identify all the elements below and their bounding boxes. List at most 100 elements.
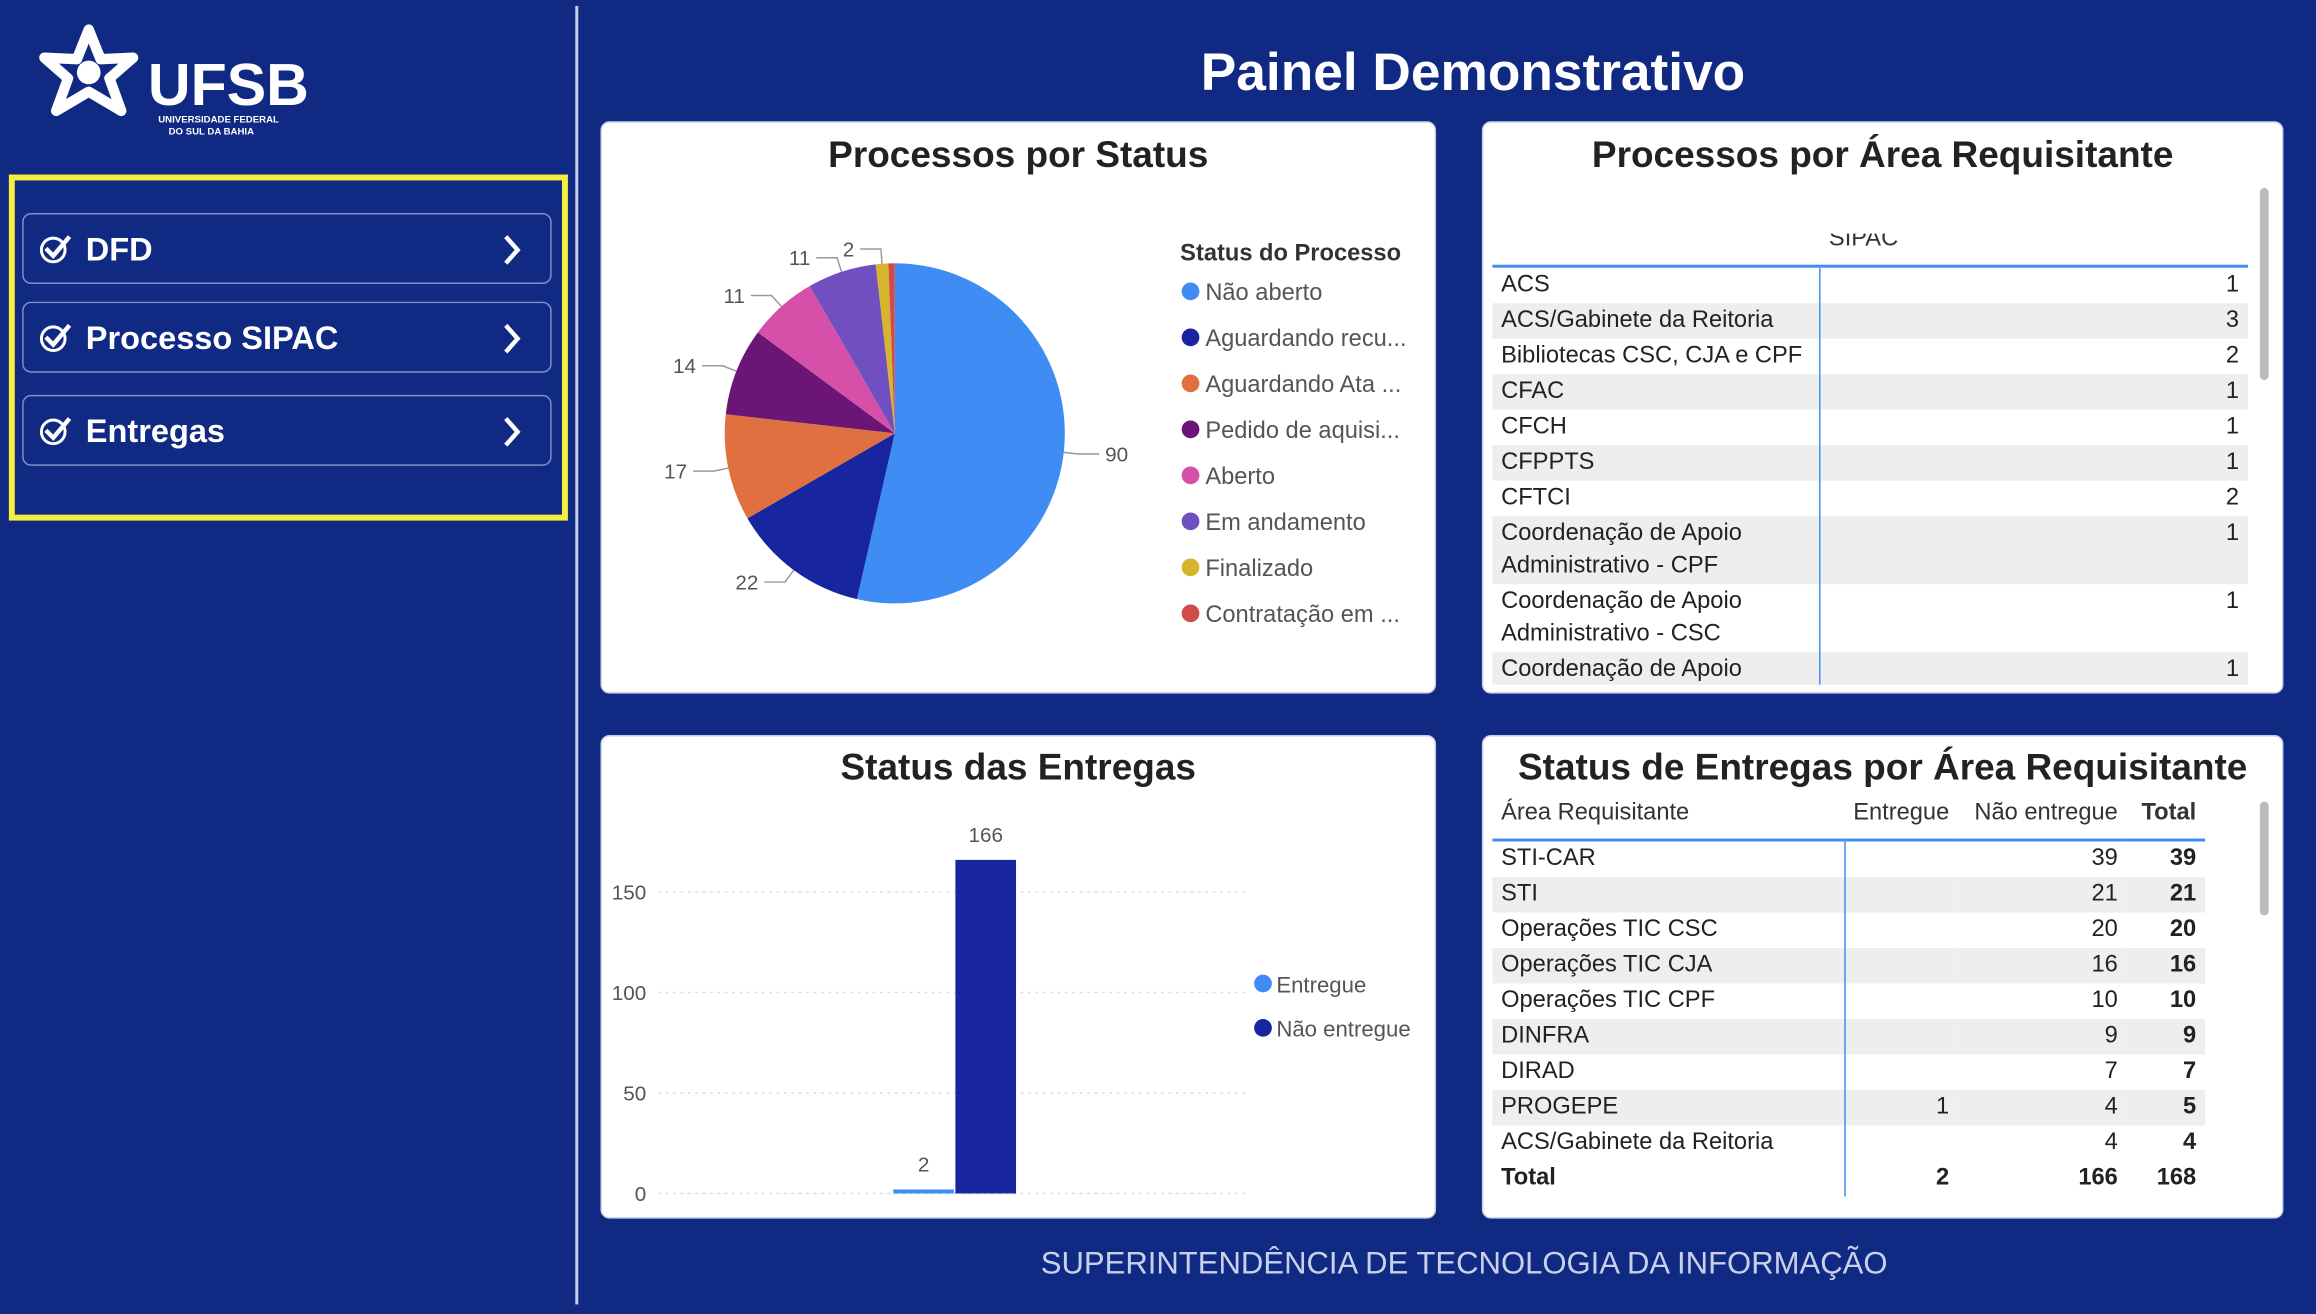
logo-subtitle: UNIVERSIDADE FEDERAL (158, 115, 279, 126)
table-cell: STI (1492, 877, 1845, 913)
table-cell: CFCH (1492, 409, 1821, 446)
logo-text: UFSB (148, 51, 309, 118)
table-cell: 39 (2091, 845, 2118, 872)
column-header[interactable]: Contagem de Número Processo SIPAC (1820, 233, 2248, 268)
table-cell: 1 (1844, 1089, 1959, 1126)
table-row: CFTCI 2 (1492, 480, 2248, 517)
table-row: CFCH 1 (1492, 409, 2248, 446)
table-cell: STI-CAR (1492, 840, 1845, 878)
table: Área Requisitante Entregue Não entregue Tot… (1492, 795, 2206, 1197)
table-row: Operações TIC CPF 10 10 (1492, 983, 2205, 1019)
table-cell: 4 (2183, 1129, 2197, 1156)
table-cell: Coordenação de Apoio Administrativo - CS… (1492, 652, 1821, 685)
table-cell: 1 (1820, 516, 2248, 585)
table-cell: 1 (2225, 414, 2240, 440)
table-row: CFPPTS 1 (1492, 445, 2248, 481)
check-icon (39, 235, 72, 264)
logo-subtitle: DO SUL DA BAHIA (169, 127, 254, 138)
logo: UFSB UNIVERSIDADE FEDERAL DO SUL DA BAHI… (39, 24, 309, 138)
table-row: STI-CAR 39 39 (1492, 840, 2205, 878)
table-cell: Bibliotecas CSC, CJA e CPF (1492, 338, 1821, 375)
table-cell: 1 (1820, 445, 2248, 481)
table-cell: 9 (2126, 1018, 2206, 1055)
chevron-icon (504, 235, 521, 265)
table-cell: Operações TIC CPF (1492, 983, 1845, 1019)
table-cell: Coordenação de Apoio Administrativo - CS… (1492, 584, 1821, 653)
table-cell: 3 (1820, 303, 2248, 339)
table-cell: 10 (2091, 987, 2118, 1014)
nav-label: DFD (85, 230, 153, 268)
table-cell (1844, 983, 1958, 1018)
table-row: Operações TIC CJA 16 16 (1492, 947, 2206, 984)
table-cell: Operações TIC CSC (1492, 912, 1845, 948)
table-row: ACS/Gabinete da Reitoria 4 4 (1492, 1125, 2205, 1161)
table-cell: CFAC (1492, 374, 1821, 410)
table-row: STI 21 21 (1492, 877, 2206, 913)
table-cell: 1 (2225, 588, 2240, 614)
table-row: CFAC 1 (1492, 374, 2248, 410)
nav-label: Processo SIPAC (85, 319, 339, 357)
table-cell: 1 (1820, 652, 2248, 685)
table-cell (1844, 1054, 1958, 1089)
footer: SUPERINTENDÊNCIA DE TECNOLOGIA DA INFORM… (1040, 1246, 1888, 1281)
table-cell (1844, 840, 1958, 877)
table-row: ACS/Gabinete da Reitoria 3 (1492, 303, 2248, 339)
column-header[interactable]: Entregue (1844, 795, 1959, 842)
column-header[interactable]: Não entregue (1958, 795, 2127, 842)
column-header[interactable]: Área Requisitante (1492, 795, 1845, 842)
nav-highlight (8, 174, 568, 521)
check-icon (39, 417, 72, 446)
nav-button[interactable]: Entregas (22, 394, 552, 466)
chart-title: Processos por Status (828, 134, 1209, 176)
table-row: ACS 1 (1492, 266, 2248, 304)
table-cell: 2 (2225, 343, 2240, 369)
scrollbar[interactable] (2259, 801, 2269, 916)
header-row: Área RequisitanteContagem de Número Proc… (1492, 233, 2248, 268)
table-cell: CFTCI (1492, 480, 1821, 517)
table-cell: ACS (1492, 266, 1821, 304)
table-cell: 9 (1958, 1018, 2127, 1055)
column-header[interactable]: Total (2126, 795, 2206, 842)
table-cell: DIRAD (1492, 1054, 1845, 1090)
table-cell (1844, 947, 1959, 984)
nav-button[interactable]: Processo SIPAC (22, 301, 552, 373)
nav-label: Entregas (85, 412, 226, 450)
scrollbar[interactable] (2259, 187, 2269, 381)
table-cell: Coordenação de Apoio Administrativo - CP… (1492, 516, 1821, 585)
table-cell (1844, 912, 1958, 947)
table-cell: 21 (1958, 877, 2127, 913)
table-row: DIRAD 7 7 (1492, 1054, 2205, 1090)
card: Status das Entregas (600, 735, 1437, 1219)
table-cell: ACS/Gabinete da Reitoria (1492, 303, 1821, 339)
card: Processos por Área Requisitante Área Req… (1481, 121, 2284, 694)
table-cell: 2 (2225, 485, 2240, 511)
table-cell: ACS/Gabinete da Reitoria (1492, 1125, 1845, 1161)
table-row: Coordenação de Apoio Administrativo - CP… (1492, 516, 2248, 585)
table-cell: CFPPTS (1492, 445, 1821, 481)
table-cell: 5 (2126, 1089, 2206, 1126)
chevron-icon (504, 417, 521, 447)
table-row: Coordenação de Apoio Administrativo - CS… (1492, 652, 2248, 685)
card: Processos por Status (600, 121, 1437, 694)
table-row: Coordenação de Apoio Administrativo - CS… (1492, 584, 2248, 653)
check-icon (39, 323, 72, 352)
column-header[interactable]: Área Requisitante (1492, 233, 1821, 268)
table-cell (1844, 1125, 1958, 1160)
table-cell: 7 (2104, 1058, 2118, 1085)
table-viewport: Área Requisitante Entregue Não entregue Tot… (1492, 795, 2248, 1213)
table-title: Status de Entregas por Área Requisitante (1517, 746, 2248, 789)
page-title: Painel Demonstrativo (1200, 41, 1746, 103)
table-cell: DINFRA (1492, 1018, 1845, 1055)
table-row: Bibliotecas CSC, CJA e CPF 2 (1492, 338, 2248, 375)
chevron-icon (504, 323, 521, 354)
table-cell: 16 (2126, 947, 2206, 984)
table-cell (1844, 1018, 1959, 1055)
table-cell: 168 (2156, 1165, 2197, 1191)
nav-button[interactable]: DFD (22, 212, 552, 284)
table: Área RequisitanteContagem de Número Proc… (1492, 233, 2248, 685)
table-row: Operações TIC CSC 20 20 (1492, 912, 2205, 948)
table-viewport: Área RequisitanteContagem de Número Proc… (1492, 233, 2248, 685)
table-cell: 20 (2169, 916, 2197, 943)
table-cell: 4 (1958, 1089, 2127, 1126)
